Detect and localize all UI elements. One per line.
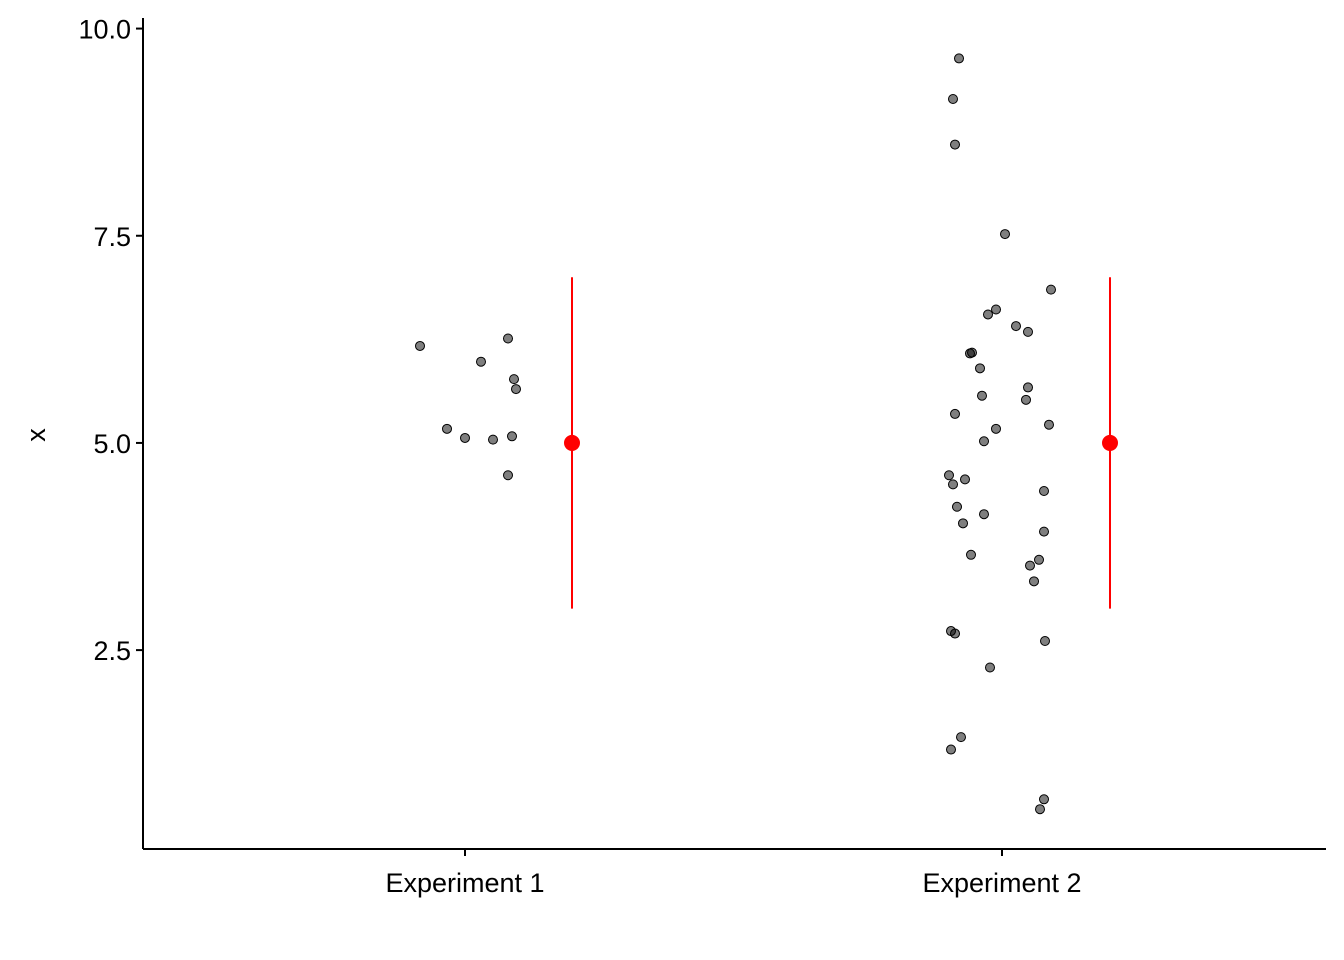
data-point [503,470,513,481]
y-axis-ticks: 2.5 5.0 7.5 10.0 [78,15,143,666]
data-point [1044,419,1054,430]
data-point [950,139,960,150]
data-point [1035,804,1045,815]
data-point [946,744,956,755]
data-point [960,474,970,485]
data-point [488,434,498,445]
data-point [507,431,517,442]
data-point [991,423,1001,434]
data-point [503,333,513,344]
y-tick-label: 2.5 [93,636,131,666]
data-point [1046,284,1056,295]
data-point [476,356,486,367]
data-point [979,509,989,520]
data-point [1029,576,1039,587]
data-point [442,423,452,434]
data-point [1025,560,1035,571]
data-point [509,374,519,385]
data-point [983,309,993,320]
data-point [991,304,1001,315]
data-point [977,390,987,401]
y-tick-label: 10.0 [78,15,131,45]
data-point [1040,635,1050,646]
data-point [1011,321,1021,332]
data-point [1023,382,1033,393]
data-point [1039,485,1049,496]
data-point [985,662,995,673]
data-point [460,432,470,443]
data-point [966,549,976,560]
data-point [511,384,521,395]
data-point [950,408,960,419]
data-point [952,501,962,512]
data-points [415,53,1056,815]
y-axis-title: x [21,428,51,442]
summary-intervals [564,277,1118,609]
y-tick-label: 5.0 [93,429,131,459]
data-point [950,628,960,639]
summary-mean-point [564,434,580,451]
data-point [948,94,958,105]
data-point [948,479,958,490]
data-point [979,436,989,447]
axes [142,18,1326,850]
summary-mean-point [1102,434,1118,451]
data-point [1034,554,1044,565]
data-point [1039,794,1049,805]
data-point [1023,326,1033,337]
x-tick-label: Experiment 2 [922,868,1081,898]
data-point [944,470,954,481]
data-point [965,348,975,359]
x-tick-label: Experiment 1 [385,868,544,898]
data-point [956,732,966,743]
data-point [975,363,985,374]
x-axis-ticks: Experiment 1 Experiment 2 [385,849,1082,898]
data-point [1039,526,1049,537]
data-point [415,340,425,351]
data-point [1000,229,1010,240]
data-point [1021,394,1031,405]
data-point [954,53,964,64]
y-tick-label: 7.5 [93,222,131,252]
data-point [958,518,968,529]
